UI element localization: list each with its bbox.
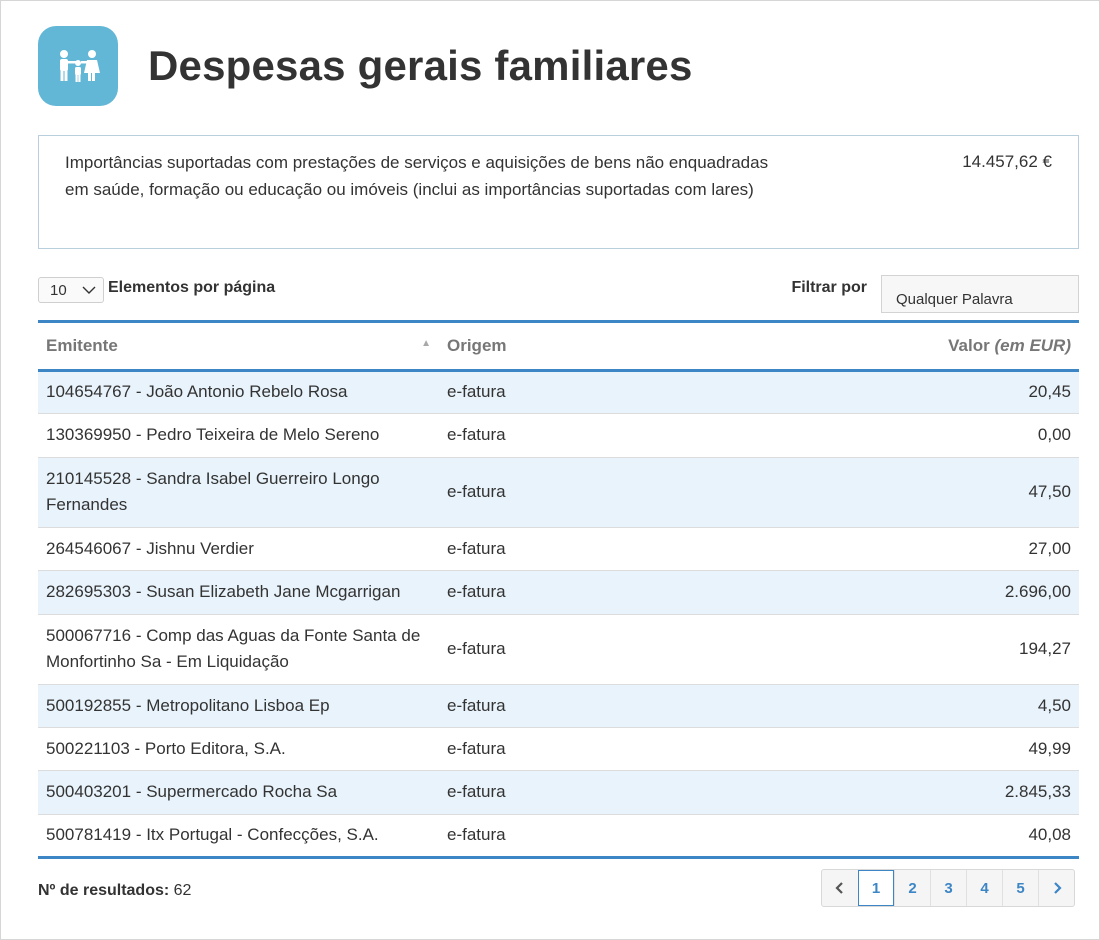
cell-origem: e-fatura [447, 482, 506, 502]
cell-origem: e-fatura [447, 782, 506, 802]
column-header-origem[interactable]: Origem [447, 336, 507, 355]
table-row[interactable]: 104654767 - João Antonio Rebelo Rosa e-f… [38, 370, 1079, 414]
cell-emitente: 500221103 - Porto Editora, S.A. [46, 738, 286, 758]
results-label: Nº de resultados: [38, 882, 170, 899]
page-1-button[interactable]: 1 [858, 870, 894, 906]
table-row[interactable]: 500403201 - Supermercado Rocha Sa e-fatu… [38, 770, 1079, 815]
table-row[interactable]: 500192855 - Metropolitano Lisboa Ep e-fa… [38, 684, 1079, 728]
table-controls: 10 Elementos por página Filtrar por [38, 274, 1079, 314]
page-5-button[interactable]: 5 [1002, 870, 1038, 906]
page-size-select[interactable]: 10 [38, 277, 104, 303]
cell-valor: 2.845,33 [1004, 782, 1071, 802]
filter-label: Filtrar por [791, 279, 867, 296]
summary-panel: Importâncias suportadas com prestações d… [38, 135, 1079, 249]
valor-unit: (em EUR) [994, 336, 1071, 355]
cell-emitente: 500192855 - Metropolitano Lisboa Ep [46, 695, 330, 715]
summary-description: Importâncias suportadas com prestações d… [65, 153, 769, 199]
page-size-value: 10 [50, 281, 67, 299]
cell-origem: e-fatura [447, 695, 506, 715]
summary-total: 14.457,62 € [962, 152, 1052, 171]
page-2-button[interactable]: 2 [894, 870, 930, 906]
cell-valor: 194,27 [1019, 638, 1071, 658]
cell-valor: 49,99 [1028, 738, 1071, 758]
chevron-left-icon [835, 882, 843, 894]
pagination: 1 2 3 4 5 [821, 869, 1075, 907]
cell-origem: e-fatura [447, 538, 506, 558]
results-value: 62 [173, 882, 192, 899]
cell-emitente: 264546067 - Jishnu Verdier [46, 538, 254, 558]
cell-valor: 4,50 [1037, 695, 1071, 715]
table-row[interactable]: 264546067 - Jishnu Verdier e-fatura 27,0… [38, 527, 1079, 571]
cell-origem: e-fatura [447, 425, 506, 445]
table-row[interactable]: 210145528 - Sandra Isabel Guerreiro Long… [38, 457, 1079, 528]
cell-emitente: 500067716 - Comp das Aguas da Fonte Sant… [46, 625, 421, 672]
cell-emitente: 104654767 - João Antonio Rebelo Rosa [46, 382, 348, 402]
cell-valor: 2.696,00 [1004, 582, 1071, 602]
chevron-right-icon [1053, 882, 1062, 894]
cell-emitente: 282695303 - Susan Elizabeth Jane Mcgarri… [46, 582, 401, 602]
cell-origem: e-fatura [447, 638, 506, 658]
page-size-label: Elementos por página [108, 279, 276, 296]
table-row[interactable]: 282695303 - Susan Elizabeth Jane Mcgarri… [38, 570, 1079, 615]
pagination-prev[interactable] [822, 870, 858, 906]
chevron-down-icon [82, 286, 96, 294]
filter-input[interactable] [881, 275, 1079, 313]
cell-emitente: 130369950 - Pedro Teixeira de Melo Seren… [46, 425, 380, 445]
cell-origem: e-fatura [447, 582, 506, 602]
column-header-valor[interactable]: Valor (em EUR) [948, 336, 1071, 355]
pagination-next[interactable] [1038, 870, 1074, 906]
sort-up-icon: ▲ [421, 338, 431, 349]
page-header: Despesas gerais familiares [38, 26, 693, 106]
family-icon [38, 26, 118, 106]
cell-emitente: 500781419 - Itx Portugal - Confecções, S… [46, 825, 379, 845]
table-row[interactable]: 500781419 - Itx Portugal - Confecções, S… [38, 814, 1079, 858]
cell-origem: e-fatura [447, 825, 506, 845]
cell-origem: e-fatura [447, 382, 506, 402]
cell-emitente: 500403201 - Supermercado Rocha Sa [46, 782, 338, 802]
table-row[interactable]: 500221103 - Porto Editora, S.A. e-fatura… [38, 727, 1079, 771]
table-header-row: Emitente ▲ Origem Valor (em EUR) [38, 321, 1079, 371]
expenses-table-wrap: Emitente ▲ Origem Valor (em EUR) 1046547… [38, 320, 1079, 859]
cell-valor: 47,50 [1028, 482, 1071, 502]
page-4-button[interactable]: 4 [966, 870, 1002, 906]
results-count: Nº de resultados: 62 [38, 882, 191, 900]
table-row[interactable]: 500067716 - Comp das Aguas da Fonte Sant… [38, 614, 1079, 685]
expenses-table: Emitente ▲ Origem Valor (em EUR) 1046547… [38, 320, 1079, 859]
cell-valor: 40,08 [1028, 825, 1071, 845]
cell-valor: 0,00 [1037, 425, 1071, 445]
column-header-emitente[interactable]: Emitente ▲ [46, 336, 431, 355]
page-3-button[interactable]: 3 [930, 870, 966, 906]
cell-emitente: 210145528 - Sandra Isabel Guerreiro Long… [46, 468, 380, 515]
cell-valor: 20,45 [1028, 382, 1071, 402]
cell-valor: 27,00 [1028, 538, 1071, 558]
cell-origem: e-fatura [447, 738, 506, 758]
page-title: Despesas gerais familiares [148, 42, 693, 89]
table-row[interactable]: 130369950 - Pedro Teixeira de Melo Seren… [38, 414, 1079, 458]
